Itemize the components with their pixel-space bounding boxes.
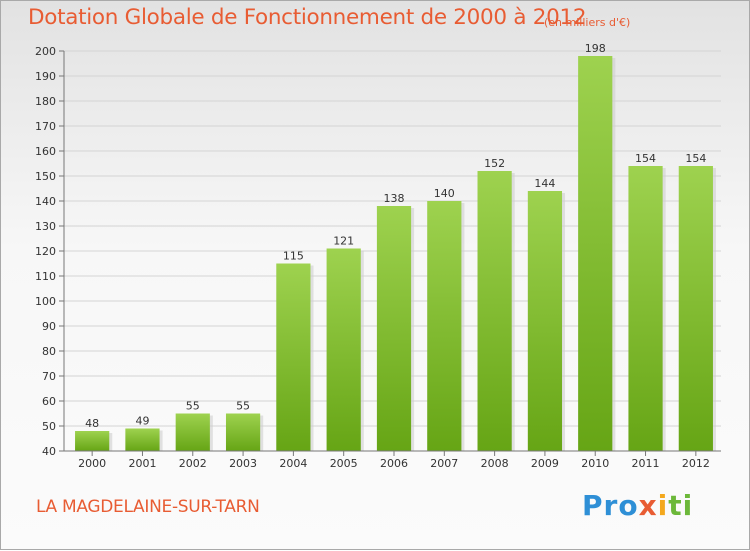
bar-2007 [427, 201, 462, 451]
x-tick-label: 2012 [682, 457, 710, 470]
logo-part-3: i [657, 489, 669, 522]
y-tick-label: 100 [35, 295, 56, 308]
bars: 48 49 55 55 115 121 138 140 152 144 198 154 154 [75, 42, 716, 451]
chart-title: Dotation Globale de Fonctionnement de 20… [28, 5, 587, 30]
x-tick-label: 2000 [78, 457, 106, 470]
y-tick-label: 150 [35, 170, 56, 183]
x-tick-label: 2007 [430, 457, 458, 470]
bar-value-label: 152 [484, 157, 505, 170]
bar-2005 [326, 248, 361, 451]
bar-2012 [678, 166, 713, 451]
x-tick-label: 2011 [632, 457, 660, 470]
logo-part-2: x [638, 489, 658, 522]
x-tick-label: 2006 [380, 457, 408, 470]
logo-part-1: Pro [582, 489, 639, 522]
y-tick-label: 180 [35, 95, 56, 108]
bar-2004 [276, 263, 311, 451]
y-axis: 40 50 60 70 80 90 100 110 120 130 140 150 160 170 180 1… [35, 45, 65, 458]
y-tick-label: 200 [35, 45, 56, 58]
bar-value-label: 144 [534, 177, 555, 190]
bar-value-label: 138 [384, 192, 405, 205]
logo-part-4: ti [668, 489, 694, 522]
y-tick-label: 140 [35, 195, 56, 208]
x-axis: 2000 2001 2002 2003 2004 2005 2006 2007 2008 2009… [64, 450, 721, 470]
bar-2010 [578, 56, 613, 451]
y-tick-label: 80 [42, 345, 56, 358]
x-tick-label: 2008 [481, 457, 509, 470]
bar-value-label: 154 [685, 152, 706, 165]
bar-value-label: 121 [333, 235, 354, 248]
y-tick-label: 130 [35, 220, 56, 233]
bar-2011 [628, 166, 663, 451]
x-tick-label: 2005 [330, 457, 358, 470]
chart-unit-note: (en milliers d'€) [544, 16, 631, 29]
bar-value-label: 48 [85, 417, 99, 430]
y-tick-label: 40 [42, 445, 56, 458]
bar-value-label: 154 [635, 152, 656, 165]
y-tick-label: 90 [42, 320, 56, 333]
bar-2009 [527, 191, 563, 451]
x-tick-label: 2001 [128, 457, 156, 470]
x-tick-label: 2010 [581, 457, 609, 470]
x-tick-label: 2003 [229, 457, 257, 470]
bar-2000 [75, 431, 110, 451]
y-tick-label: 160 [35, 145, 56, 158]
y-tick-label: 50 [42, 420, 56, 433]
bar-value-label: 115 [283, 250, 304, 263]
y-tick-label: 70 [42, 370, 56, 383]
y-tick-label: 120 [35, 245, 56, 258]
bar-2006 [376, 206, 412, 451]
x-tick-label: 2002 [179, 457, 207, 470]
bar-2008 [477, 171, 512, 451]
town-name: LA MAGDELAINE-SUR-TARN [36, 497, 260, 517]
bar-2001 [125, 428, 160, 451]
bar-2003 [225, 413, 261, 451]
bar-value-label: 55 [236, 400, 250, 413]
bar-value-label: 198 [585, 42, 606, 55]
bar-value-label: 55 [186, 400, 200, 413]
bar-value-label: 49 [135, 415, 149, 428]
y-tick-label: 190 [35, 70, 56, 83]
bar-2002 [175, 413, 210, 451]
y-tick-label: 60 [42, 395, 56, 408]
x-tick-label: 2004 [279, 457, 307, 470]
proxiti-logo[interactable]: Proxiti [582, 489, 693, 522]
x-tick-label: 2009 [531, 457, 559, 470]
y-tick-label: 170 [35, 120, 56, 133]
bar-value-label: 140 [434, 187, 455, 200]
y-tick-label: 110 [35, 270, 56, 283]
